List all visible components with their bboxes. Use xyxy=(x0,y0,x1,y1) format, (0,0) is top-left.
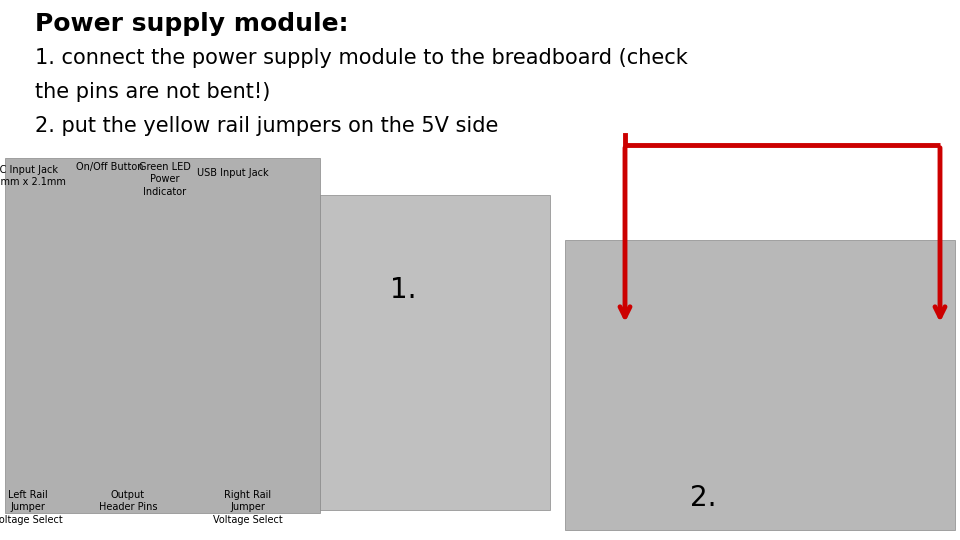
Text: 1.: 1. xyxy=(390,276,417,304)
Text: On/Off Button: On/Off Button xyxy=(76,162,144,172)
Text: Output
Header Pins: Output Header Pins xyxy=(99,490,157,512)
Text: the pins are not bent!): the pins are not bent!) xyxy=(35,82,271,102)
Text: 2. put the yellow rail jumpers on the 5V side: 2. put the yellow rail jumpers on the 5V… xyxy=(35,116,498,136)
Text: DC Input Jack
5.5mm x 2.1mm: DC Input Jack 5.5mm x 2.1mm xyxy=(0,165,65,187)
Text: Right Rail
Jumper
Voltage Select: Right Rail Jumper Voltage Select xyxy=(213,490,283,525)
Bar xyxy=(5,158,320,513)
Text: 1. connect the power supply module to the breadboard (check: 1. connect the power supply module to th… xyxy=(35,48,687,68)
Text: 2.: 2. xyxy=(690,484,716,512)
Text: Green LED
Power
Indicator: Green LED Power Indicator xyxy=(139,162,191,197)
Text: Left Rail
Jumper
Voltage Select: Left Rail Jumper Voltage Select xyxy=(0,490,62,525)
Text: USB Input Jack: USB Input Jack xyxy=(197,168,269,178)
Text: Power supply module:: Power supply module: xyxy=(35,12,348,36)
Bar xyxy=(565,240,955,530)
Bar xyxy=(320,195,550,510)
